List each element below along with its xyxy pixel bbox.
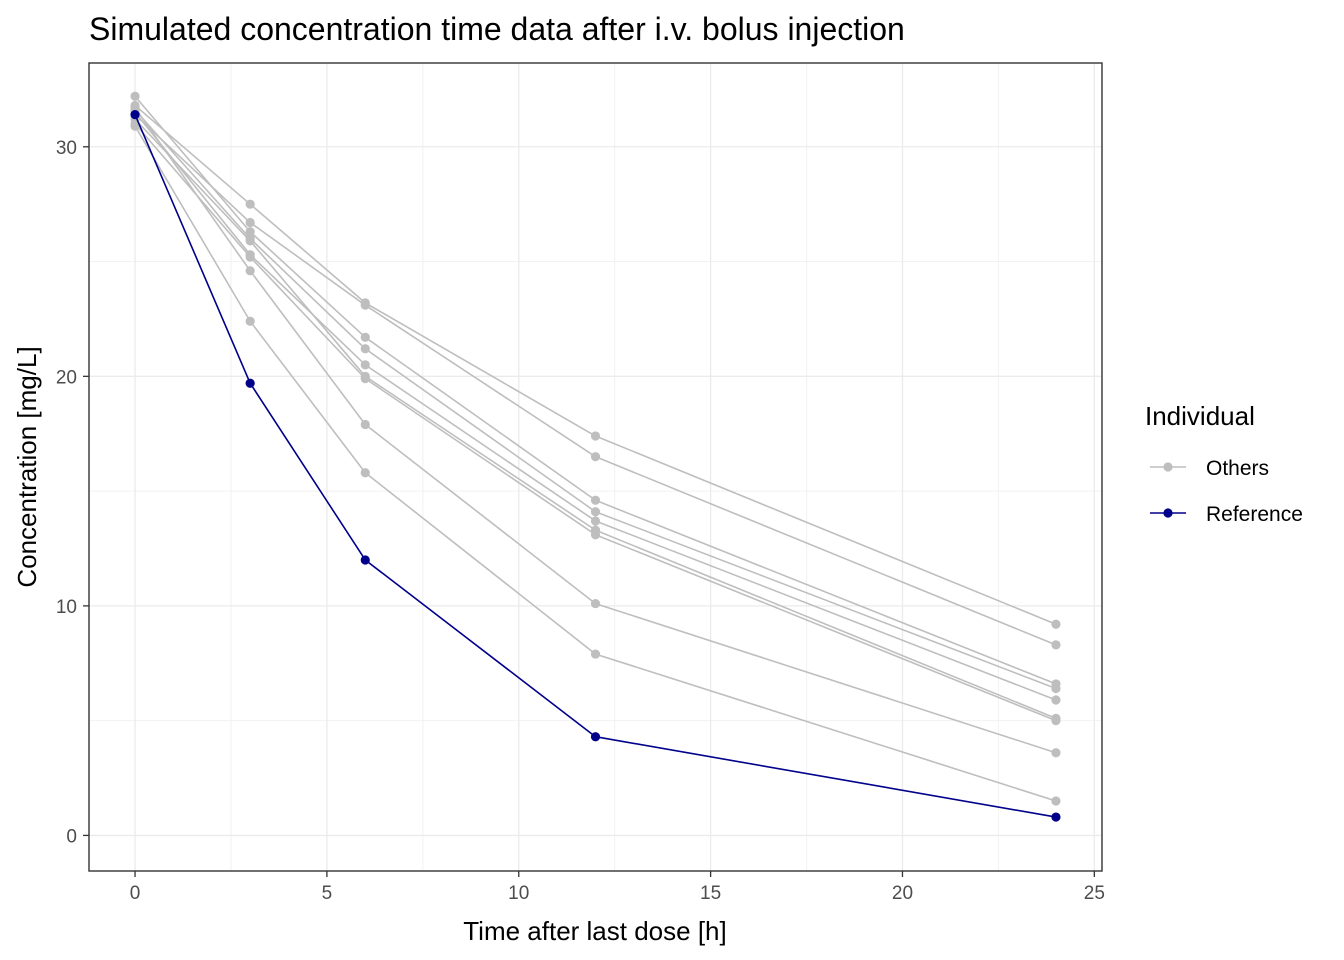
x-tick-label: 10: [508, 883, 529, 904]
data-point-others: [590, 516, 601, 526]
data-point-others: [590, 598, 601, 609]
legend-label-others: Others: [1206, 457, 1269, 480]
x-tick-label: 25: [1084, 883, 1105, 904]
legend-entry-others: Others: [1150, 457, 1269, 480]
data-point-others: [590, 649, 601, 659]
data-point-others: [1051, 619, 1061, 629]
grid-major: [89, 63, 1102, 871]
data-point-others: [1051, 796, 1061, 806]
data-point-others: [360, 419, 370, 430]
data-point-others: [245, 236, 255, 246]
data-point-others: [360, 468, 370, 478]
data-point-others: [1051, 716, 1061, 726]
series-reference: [130, 110, 1061, 822]
x-tick-label: 0: [130, 883, 141, 904]
data-point-reference: [130, 110, 140, 120]
data-point-others: [1051, 683, 1061, 694]
plot-border: [88, 62, 1103, 872]
plot-panel: [89, 63, 1102, 871]
chart-title: Simulated concentration time data after …: [89, 11, 905, 47]
legend: Individual Others Reference: [1145, 401, 1303, 526]
y-axis: 0 10 20 30: [56, 138, 89, 847]
series-others: [130, 121, 1061, 806]
x-axis-title: Time after last dose [h]: [463, 916, 726, 946]
y-tick-label: 20: [56, 367, 77, 388]
data-point-others: [360, 374, 370, 384]
data-point-reference: [1051, 812, 1061, 822]
y-tick-label: 30: [56, 138, 77, 159]
x-tick-label: 20: [892, 883, 913, 904]
data-point-others: [1051, 748, 1061, 758]
data-point-others: [245, 227, 255, 237]
data-point-reference: [360, 555, 370, 565]
data-point-others: [360, 300, 370, 310]
data-point-others: [245, 266, 255, 276]
data-point-others: [590, 530, 601, 540]
data-point-others: [245, 217, 255, 228]
data-point-others: [130, 121, 140, 131]
data-point-others: [590, 495, 601, 505]
data-point-reference: [245, 378, 255, 388]
data-point-others: [360, 332, 370, 342]
y-axis-title: Concentration [mg/L]: [12, 346, 42, 587]
x-axis: 0 5 10 15 20 25: [130, 871, 1105, 904]
data-point-others: [360, 344, 370, 354]
data-point-others: [360, 360, 370, 370]
legend-key-point-others: [1163, 462, 1173, 472]
x-tick-label: 5: [322, 883, 333, 904]
data-point-others: [245, 316, 255, 326]
legend-title: Individual: [1145, 401, 1255, 431]
data-point-others: [245, 199, 255, 209]
data-point-others: [130, 103, 140, 113]
data-point-reference: [590, 732, 601, 742]
series-layer: [130, 91, 1061, 822]
legend-key-point-reference: [1163, 508, 1173, 518]
data-point-others: [245, 252, 255, 262]
series-others: [130, 103, 1061, 758]
legend-entry-reference: Reference: [1150, 503, 1303, 526]
data-point-others: [1051, 640, 1061, 650]
data-point-others: [130, 91, 140, 101]
legend-label-reference: Reference: [1206, 503, 1303, 526]
data-point-others: [1051, 695, 1061, 705]
data-point-others: [590, 431, 601, 441]
y-tick-label: 10: [56, 597, 77, 618]
y-tick-label: 0: [66, 826, 77, 847]
data-point-others: [590, 507, 601, 517]
x-tick-label: 15: [700, 883, 721, 904]
data-point-others: [590, 452, 601, 462]
